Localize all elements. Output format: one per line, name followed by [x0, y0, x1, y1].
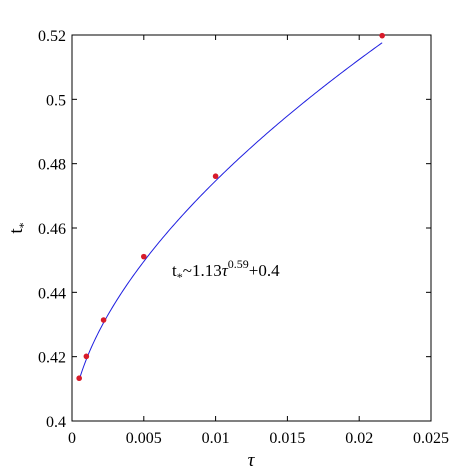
data-points	[76, 32, 385, 382]
fit-curve	[78, 42, 383, 381]
annot-subscript: *	[177, 270, 183, 284]
y-tick-label: 0.42	[38, 350, 66, 367]
y-axis-ticks: 0.4 0.42 0.44 0.46 0.48 0.5 0.52	[38, 28, 431, 431]
x-tick-label: 0	[68, 430, 76, 447]
annot-coef: 1.13	[192, 261, 222, 280]
y-tick-label: 0.52	[38, 28, 66, 45]
data-point	[76, 375, 82, 382]
data-point	[379, 32, 385, 39]
fit-equation-annotation: t*~1.13τ0.59+0.4	[172, 257, 280, 284]
x-tick-label: 0.025	[413, 430, 449, 447]
y-tick-label: 0.48	[38, 157, 66, 174]
x-tick-label: 0.02	[345, 430, 373, 447]
x-tick-label: 0.005	[126, 430, 162, 447]
annot-offset: +0.4	[249, 261, 280, 280]
data-point	[100, 317, 107, 323]
x-tick-label: 0.01	[202, 430, 230, 447]
y-axis-label-main: t	[6, 228, 27, 234]
y-axis-label-subscript: *	[16, 222, 30, 228]
annot-t: t	[172, 261, 177, 280]
x-tick-label: 0.015	[269, 430, 305, 447]
x-axis-ticks: 0 0.005 0.01 0.015 0.02 0.025	[68, 35, 449, 447]
x-axis-label: τ	[248, 450, 256, 471]
y-tick-label: 0.4	[46, 414, 66, 431]
y-tick-label: 0.5	[46, 92, 66, 109]
data-point	[212, 173, 219, 180]
y-tick-label: 0.44	[38, 285, 66, 302]
annot-tau: τ	[222, 261, 229, 280]
y-tick-label: 0.46	[38, 221, 66, 238]
data-point	[83, 353, 90, 360]
plot-frame	[71, 34, 432, 422]
annot-tilde: ~	[183, 261, 192, 280]
data-point	[141, 253, 147, 260]
y-axis-label: t*	[6, 222, 30, 233]
annot-exponent: 0.59	[228, 257, 249, 271]
